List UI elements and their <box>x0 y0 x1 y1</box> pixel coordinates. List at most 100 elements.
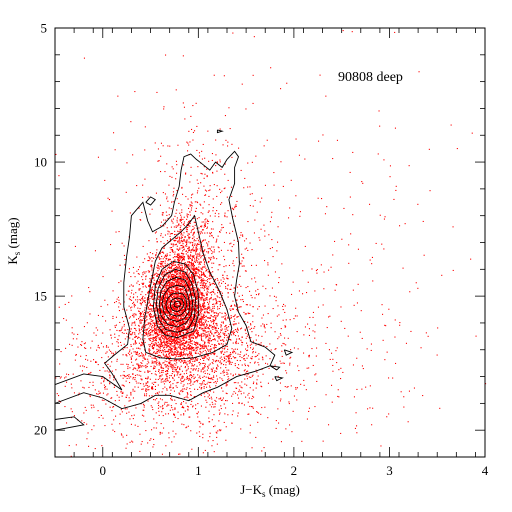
scatter-point <box>261 368 263 370</box>
scatter-point <box>207 271 209 273</box>
scatter-point <box>205 257 207 259</box>
scatter-point <box>133 343 135 345</box>
scatter-point <box>175 303 177 305</box>
scatter-point <box>158 343 160 345</box>
scatter-point <box>179 333 181 335</box>
scatter-point <box>162 251 164 253</box>
scatter-point <box>207 355 209 357</box>
scatter-point <box>195 278 197 280</box>
scatter-point <box>181 376 183 378</box>
scatter-point <box>176 386 178 388</box>
scatter-point <box>193 334 195 336</box>
scatter-point <box>167 276 169 278</box>
scatter-point <box>177 249 179 251</box>
scatter-point <box>145 364 147 366</box>
scatter-point <box>187 251 189 253</box>
scatter-point <box>183 246 185 248</box>
scatter-point <box>182 315 184 317</box>
scatter-point <box>201 280 203 282</box>
scatter-point <box>172 326 174 328</box>
scatter-point <box>205 315 207 317</box>
scatter-point <box>198 327 200 329</box>
scatter-point <box>161 370 163 372</box>
scatter-point <box>221 378 223 380</box>
scatter-point <box>165 413 167 415</box>
scatter-point <box>177 248 179 250</box>
scatter-point <box>182 303 184 305</box>
scatter-point <box>180 232 182 234</box>
scatter-point <box>210 330 212 332</box>
scatter-point <box>186 279 188 281</box>
scatter-point <box>164 323 166 325</box>
scatter-point <box>157 384 159 386</box>
scatter-point <box>204 219 206 221</box>
scatter-point <box>136 351 138 353</box>
scatter-point <box>206 294 208 296</box>
scatter-point <box>202 303 204 305</box>
scatter-point <box>177 313 179 315</box>
scatter-point <box>153 399 155 401</box>
scatter-point <box>189 327 191 329</box>
scatter-point <box>171 297 173 299</box>
scatter-point <box>181 323 183 325</box>
scatter-point <box>166 343 168 345</box>
scatter-point <box>204 223 206 225</box>
scatter-point <box>208 378 210 380</box>
scatter-point <box>204 333 206 335</box>
scatter-point <box>258 358 260 360</box>
scatter-point <box>208 364 210 366</box>
scatter-point <box>186 295 188 297</box>
scatter-point <box>164 336 166 338</box>
scatter-point <box>179 332 181 334</box>
scatter-point <box>176 291 178 293</box>
scatter-point <box>182 243 184 245</box>
scatter-point <box>203 273 205 275</box>
scatter-point <box>172 263 174 265</box>
scatter-point <box>180 288 182 290</box>
scatter-point <box>209 309 211 311</box>
scatter-point <box>234 348 236 350</box>
scatter-point <box>172 370 174 372</box>
scatter-point <box>155 332 157 334</box>
scatter-point <box>160 258 162 260</box>
scatter-point <box>175 340 177 342</box>
scatter-point <box>178 323 180 325</box>
scatter-point <box>166 337 168 339</box>
scatter-point <box>219 360 221 362</box>
scatter-point <box>239 360 241 362</box>
scatter-point <box>196 243 198 245</box>
scatter-point <box>235 323 237 325</box>
scatter-point <box>149 346 151 348</box>
scatter-point <box>128 268 130 270</box>
scatter-point <box>178 259 180 261</box>
scatter-point <box>182 375 184 377</box>
scatter-point <box>237 316 239 318</box>
scatter-point <box>195 275 197 277</box>
scatter-point <box>247 312 249 314</box>
scatter-point <box>154 340 156 342</box>
scatter-point <box>194 284 196 286</box>
scatter-point <box>216 367 218 369</box>
scatter-point <box>139 348 141 350</box>
scatter-point <box>204 335 206 337</box>
scatter-point <box>153 310 155 312</box>
scatter-point <box>226 373 228 375</box>
scatter-point <box>175 305 177 307</box>
scatter-point <box>101 445 103 447</box>
scatter-point <box>236 299 238 301</box>
scatter-point <box>173 324 175 326</box>
scatter-point <box>149 314 151 316</box>
scatter-point <box>180 301 182 303</box>
scatter-point <box>187 257 189 259</box>
scatter-point <box>153 329 155 331</box>
scatter-point <box>236 348 238 350</box>
scatter-point <box>184 348 186 350</box>
scatter-point <box>177 317 179 319</box>
scatter-point <box>192 228 194 230</box>
scatter-point <box>174 305 176 307</box>
scatter-point <box>140 345 142 347</box>
scatter-point <box>193 365 195 367</box>
scatter-point <box>232 262 234 264</box>
scatter-point <box>197 276 199 278</box>
